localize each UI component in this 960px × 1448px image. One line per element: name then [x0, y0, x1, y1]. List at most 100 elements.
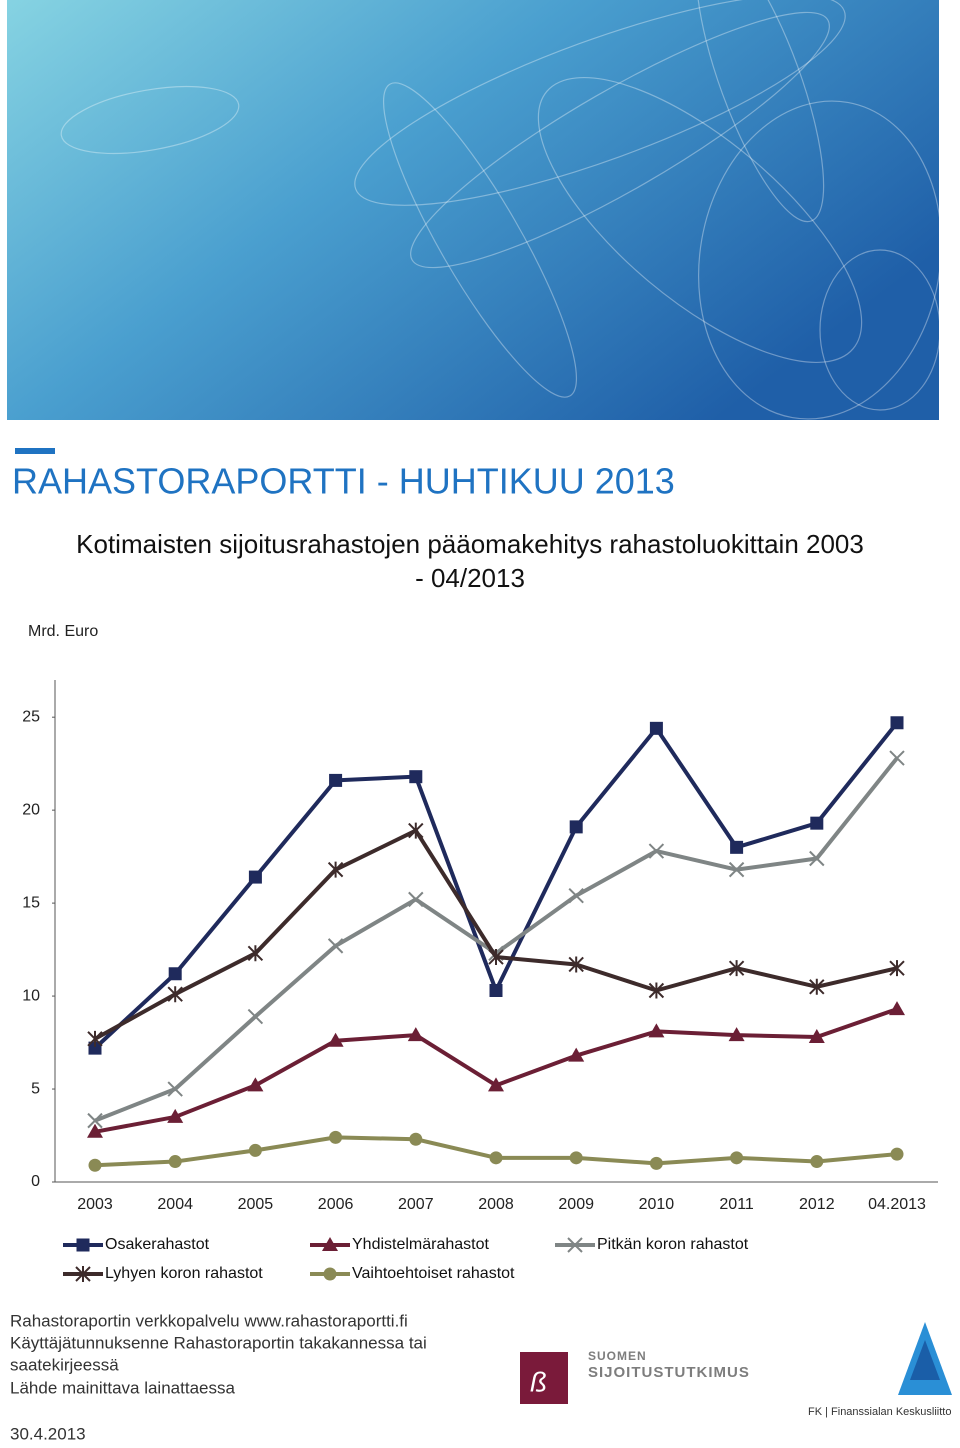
x-tick-label: 2008	[478, 1196, 514, 1213]
logo-text: SIJOITUSTUTKIMUS	[588, 1364, 750, 1381]
legend-marker	[76, 1238, 90, 1252]
point	[409, 1132, 423, 1146]
point	[648, 843, 665, 859]
point	[648, 982, 665, 999]
y-tick-label: 25	[22, 708, 40, 725]
point	[569, 1151, 583, 1165]
point	[88, 1041, 102, 1055]
chart-title: Kotimaisten sijoitusrahastojen pääomakeh…	[76, 529, 864, 559]
x-tick-label: 2005	[238, 1196, 274, 1213]
point	[168, 967, 182, 981]
accent-bar	[15, 448, 55, 454]
point	[730, 840, 744, 854]
point	[329, 1130, 343, 1144]
point	[809, 978, 825, 995]
point	[889, 960, 905, 977]
point	[488, 949, 504, 966]
x-tick-label: 2004	[157, 1196, 193, 1213]
x-tick-label: 2011	[719, 1196, 754, 1213]
y-tick-label: 15	[22, 894, 40, 911]
point	[568, 1047, 585, 1062]
point	[247, 1008, 264, 1025]
report-title: RAHASTORAPORTTI - HUHTIKUU 2013	[12, 461, 675, 502]
point	[808, 1028, 825, 1043]
legend-marker	[75, 1266, 91, 1282]
point	[248, 870, 262, 884]
point	[408, 822, 424, 839]
y-tick-label: 5	[31, 1080, 40, 1097]
point	[167, 1108, 184, 1123]
point	[890, 716, 904, 730]
legend-marker	[323, 1267, 337, 1281]
point	[329, 773, 343, 787]
logo-text: SUOMEN	[588, 1349, 647, 1363]
point	[730, 1151, 744, 1165]
point	[167, 1081, 183, 1097]
legend-label: Vaihtoehtoiset rahastot	[352, 1265, 515, 1282]
chart-title: - 04/2013	[415, 563, 525, 593]
point	[728, 861, 745, 878]
point	[88, 1158, 102, 1172]
point	[889, 750, 905, 766]
legend-label: Yhdistelmärahastot	[352, 1236, 490, 1253]
point	[569, 820, 583, 834]
point	[489, 983, 503, 997]
point	[87, 1030, 103, 1047]
series-line	[94, 756, 899, 1123]
y-tick-label: 0	[31, 1173, 40, 1190]
y-axis-label: Mrd. Euro	[28, 623, 98, 640]
point	[568, 956, 584, 973]
point	[728, 960, 745, 977]
series-line	[94, 1007, 898, 1134]
point	[649, 721, 663, 735]
y-tick-label: 20	[22, 801, 40, 818]
point	[87, 1123, 103, 1138]
x-tick-label: 2010	[639, 1196, 675, 1213]
point	[407, 1027, 424, 1042]
point	[248, 1143, 262, 1157]
point	[728, 1027, 745, 1042]
x-tick-label: 2007	[398, 1196, 434, 1213]
legend-marker	[567, 1237, 583, 1253]
svg-text:ß: ß	[530, 1366, 547, 1397]
series-line	[93, 721, 899, 1050]
point	[168, 1155, 182, 1169]
footer: Rahastoraportin verkkopalvelu www.rahast…	[10, 1311, 427, 1443]
point	[327, 1032, 344, 1047]
x-tick-label: 04.2013	[868, 1196, 926, 1213]
footer-line: saatekirjeessä	[10, 1355, 119, 1374]
legend: Osakerahastot Yhdistelmärahastot Pitkän ko…	[63, 1236, 749, 1282]
fk-logo: FK | Finanssialan Keskusliitto	[808, 1322, 952, 1418]
footer-line: Lähde mainittava lainattaessa	[10, 1378, 235, 1397]
point	[408, 891, 424, 908]
x-tick-label: 2012	[799, 1196, 835, 1213]
point	[648, 1023, 665, 1038]
x-tick-label: 2009	[558, 1196, 594, 1213]
point	[327, 861, 344, 878]
point	[409, 770, 423, 784]
point	[890, 1147, 904, 1161]
point	[810, 816, 824, 830]
legend-label: Osakerahastot	[105, 1236, 210, 1253]
point	[247, 1077, 264, 1092]
legend-marker	[322, 1237, 338, 1251]
footer-date: 30.4.2013	[10, 1424, 86, 1443]
sst-logo: ß SUOMEN SIJOITUSTUTKIMUS	[520, 1349, 750, 1404]
point	[889, 1001, 905, 1016]
point	[327, 938, 344, 954]
footer-line: Käyttäjätunnuksenne Rahastoraportin taka…	[10, 1333, 427, 1352]
x-tick-label: 2003	[77, 1196, 113, 1213]
point	[488, 1077, 504, 1092]
point	[489, 1151, 503, 1165]
footer-line: Rahastoraportin verkkopalvelu www.rahast…	[10, 1311, 408, 1330]
point	[167, 986, 183, 1003]
point	[87, 1112, 103, 1129]
plot: 0 5 10 15 20 25 2003 2004 2005 2006 2007 2008 2009 20…	[22, 708, 926, 1213]
banner	[7, 0, 942, 420]
series-line	[94, 828, 898, 1041]
point	[809, 850, 825, 867]
point	[649, 1156, 663, 1170]
y-tick-label: 10	[22, 987, 40, 1004]
legend-label: Pitkän koron rahastot	[597, 1236, 749, 1253]
